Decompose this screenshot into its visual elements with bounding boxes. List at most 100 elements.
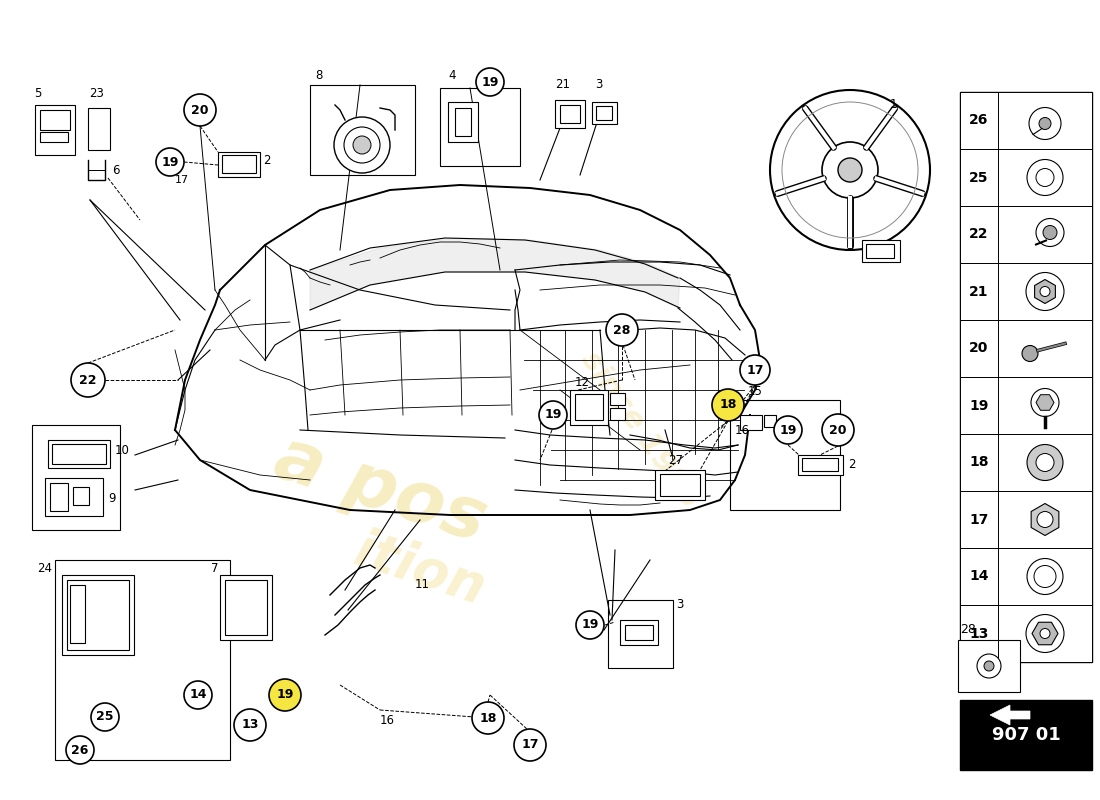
- FancyBboxPatch shape: [798, 455, 843, 475]
- FancyBboxPatch shape: [960, 149, 1092, 206]
- Text: 25: 25: [969, 170, 989, 185]
- FancyBboxPatch shape: [62, 575, 134, 655]
- FancyBboxPatch shape: [960, 700, 1092, 770]
- FancyBboxPatch shape: [660, 474, 700, 496]
- FancyBboxPatch shape: [440, 88, 520, 166]
- FancyBboxPatch shape: [556, 100, 585, 128]
- FancyBboxPatch shape: [960, 491, 1092, 548]
- FancyBboxPatch shape: [960, 263, 1092, 320]
- Text: 16: 16: [735, 423, 750, 437]
- Circle shape: [539, 401, 566, 429]
- FancyBboxPatch shape: [448, 102, 478, 142]
- Text: 25: 25: [97, 710, 113, 723]
- Text: 16: 16: [379, 714, 395, 726]
- FancyBboxPatch shape: [45, 478, 103, 516]
- Circle shape: [822, 142, 878, 198]
- Text: 19: 19: [276, 689, 294, 702]
- Text: 17: 17: [746, 363, 763, 377]
- FancyBboxPatch shape: [608, 600, 673, 668]
- Circle shape: [984, 661, 994, 671]
- FancyBboxPatch shape: [960, 377, 1092, 434]
- Text: 15: 15: [748, 385, 763, 398]
- Text: 18: 18: [969, 455, 989, 470]
- Text: 17: 17: [175, 175, 189, 185]
- Text: 20: 20: [969, 342, 989, 355]
- FancyBboxPatch shape: [88, 108, 110, 150]
- FancyBboxPatch shape: [620, 620, 658, 645]
- Text: 2: 2: [263, 154, 271, 166]
- Text: 19: 19: [162, 155, 178, 169]
- FancyBboxPatch shape: [70, 585, 85, 643]
- Text: 14: 14: [969, 570, 989, 583]
- Text: 5: 5: [34, 87, 42, 100]
- Circle shape: [353, 136, 371, 154]
- Text: 26: 26: [72, 743, 89, 757]
- Text: 22: 22: [79, 374, 97, 386]
- FancyBboxPatch shape: [226, 580, 267, 635]
- Text: 19: 19: [544, 409, 562, 422]
- Text: 20: 20: [191, 103, 209, 117]
- Circle shape: [184, 681, 212, 709]
- FancyBboxPatch shape: [960, 92, 1092, 149]
- FancyBboxPatch shape: [960, 548, 1092, 605]
- Circle shape: [1040, 118, 1050, 130]
- Text: 24: 24: [37, 562, 52, 574]
- FancyBboxPatch shape: [596, 106, 612, 120]
- Text: 3: 3: [595, 78, 603, 91]
- FancyBboxPatch shape: [730, 400, 840, 510]
- Text: 28: 28: [960, 623, 976, 636]
- Circle shape: [1036, 454, 1054, 471]
- Text: 19: 19: [482, 75, 498, 89]
- Text: 23: 23: [89, 87, 103, 100]
- FancyBboxPatch shape: [610, 408, 625, 420]
- FancyBboxPatch shape: [35, 105, 75, 155]
- Polygon shape: [990, 705, 1030, 725]
- FancyBboxPatch shape: [960, 434, 1092, 491]
- Circle shape: [334, 117, 390, 173]
- Text: 13: 13: [969, 626, 989, 641]
- FancyBboxPatch shape: [55, 560, 230, 760]
- Circle shape: [66, 736, 94, 764]
- Circle shape: [234, 709, 266, 741]
- Text: a pos: a pos: [265, 423, 494, 557]
- Text: 17: 17: [969, 513, 989, 526]
- Circle shape: [1027, 445, 1063, 481]
- Text: 10: 10: [116, 443, 130, 457]
- Text: 12: 12: [575, 375, 590, 389]
- Circle shape: [91, 703, 119, 731]
- Circle shape: [712, 389, 744, 421]
- Text: 4: 4: [448, 69, 455, 82]
- Circle shape: [156, 148, 184, 176]
- Circle shape: [1034, 566, 1056, 587]
- Circle shape: [576, 611, 604, 639]
- Circle shape: [977, 654, 1001, 678]
- FancyBboxPatch shape: [802, 458, 838, 471]
- Circle shape: [184, 94, 216, 126]
- Text: 19: 19: [581, 618, 598, 631]
- Circle shape: [472, 702, 504, 734]
- Text: 7: 7: [210, 562, 218, 574]
- FancyBboxPatch shape: [958, 640, 1020, 692]
- Text: 6: 6: [112, 163, 120, 177]
- FancyBboxPatch shape: [960, 92, 1092, 662]
- Circle shape: [1028, 107, 1062, 139]
- FancyBboxPatch shape: [310, 85, 415, 175]
- FancyBboxPatch shape: [52, 444, 106, 464]
- Text: 20: 20: [829, 423, 847, 437]
- FancyBboxPatch shape: [48, 440, 110, 468]
- Circle shape: [514, 729, 546, 761]
- Circle shape: [822, 414, 854, 446]
- Circle shape: [770, 90, 930, 250]
- FancyBboxPatch shape: [740, 415, 762, 430]
- Text: 17: 17: [521, 738, 539, 751]
- Polygon shape: [1031, 503, 1059, 535]
- Text: 9: 9: [108, 491, 115, 505]
- Circle shape: [606, 314, 638, 346]
- Polygon shape: [1035, 279, 1055, 303]
- FancyBboxPatch shape: [866, 244, 894, 258]
- Circle shape: [740, 355, 770, 385]
- Text: 14: 14: [189, 689, 207, 702]
- FancyBboxPatch shape: [50, 483, 68, 511]
- FancyBboxPatch shape: [625, 625, 653, 640]
- Circle shape: [1036, 169, 1054, 186]
